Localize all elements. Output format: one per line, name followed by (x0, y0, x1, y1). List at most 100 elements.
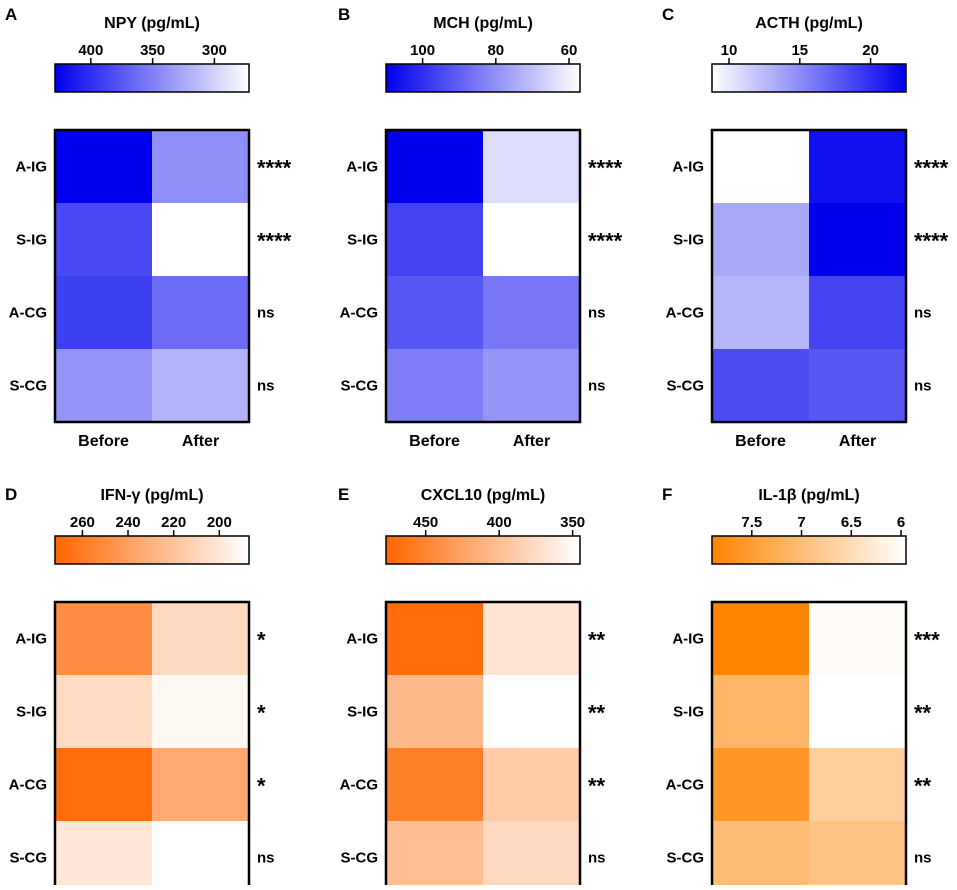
heatmap-cell (152, 602, 249, 675)
colorbar-tick-label: 7.5 (741, 514, 762, 531)
panel-b: B MCH (pg/mL) 100 80 60 A-IG S-IG A-CG S-CG Befor… (338, 5, 623, 450)
colorbar-tick-label: 200 (207, 514, 232, 531)
column-label: Before (78, 433, 129, 450)
row-label: S-CG (341, 378, 379, 395)
colorbar-title: CXCL10 (pg/mL) (421, 487, 545, 504)
heatmap-cell (483, 276, 580, 349)
row-label: A-IG (672, 631, 704, 648)
panel-c: C ACTH (pg/mL) 10 15 20 A-IG S-IG A-CG S-CG Befor… (662, 5, 949, 450)
heatmap-cell (55, 276, 152, 349)
row-label: S-CG (667, 850, 705, 867)
heatmap-cell (483, 675, 580, 748)
colorbar-tick-label: 450 (413, 514, 438, 531)
row-label: S-IG (347, 232, 378, 249)
significance-label: **** (588, 156, 623, 181)
heatmap-cell (483, 349, 580, 422)
row-label: A-IG (15, 159, 47, 176)
significance-label: ns (257, 305, 275, 322)
heatmap-cell (483, 821, 580, 890)
significance-label: **** (588, 229, 623, 254)
colorbar-tick-label: 260 (70, 514, 95, 531)
colorbar-title: NPY (pg/mL) (104, 15, 200, 32)
heatmap-cell (712, 276, 809, 349)
row-label: A-CG (666, 305, 704, 322)
significance-label: ** (588, 701, 606, 726)
row-label: A-CG (666, 777, 704, 794)
row-label: A-CG (340, 305, 378, 322)
heatmap-cell (152, 349, 249, 422)
colorbar (54, 535, 250, 565)
heatmap-cell (483, 748, 580, 821)
significance-label: **** (914, 229, 949, 254)
row-label: S-CG (667, 378, 705, 395)
row-label: A-CG (9, 305, 47, 322)
row-label: S-IG (347, 704, 378, 721)
significance-label: ns (588, 850, 606, 867)
heatmap-cell (712, 349, 809, 422)
heatmap-cell (386, 203, 483, 276)
colorbar-tick-label: 15 (791, 42, 808, 59)
row-label: S-IG (673, 704, 704, 721)
row-label: A-IG (346, 159, 378, 176)
heatmap-cell (386, 276, 483, 349)
heatmap-cell (152, 276, 249, 349)
colorbar-tick-label: 7 (797, 514, 805, 531)
significance-label: ns (914, 305, 932, 322)
heatmap-cell (809, 130, 906, 203)
colorbar-tick-label: 350 (140, 42, 165, 59)
significance-label: ns (914, 850, 932, 867)
row-label: S-CG (10, 378, 48, 395)
heatmap-cell (712, 675, 809, 748)
colorbar-tick-label: 6.5 (841, 514, 862, 531)
panel-letter: F (662, 485, 672, 504)
heatmap-frame (384, 128, 582, 424)
significance-label: ns (257, 378, 275, 395)
heatmap-cell (809, 349, 906, 422)
heatmap-cell (809, 203, 906, 276)
colorbar-tick-label: 20 (862, 42, 879, 59)
heatmap-cell (712, 130, 809, 203)
significance-label: ns (588, 378, 606, 395)
significance-label: **** (257, 156, 292, 181)
heatmap-frame (53, 600, 251, 890)
heatmap-cell (809, 276, 906, 349)
heatmap-cell (809, 675, 906, 748)
heatmap-cell (386, 602, 483, 675)
colorbar-tick-label: 350 (560, 514, 585, 531)
column-label: Before (409, 433, 460, 450)
significance-label: ** (914, 774, 932, 799)
row-label: A-IG (15, 631, 47, 648)
significance-label: *** (914, 628, 940, 653)
colorbar-tick-label: 220 (161, 514, 186, 531)
row-label: S-IG (16, 704, 47, 721)
significance-label: ns (257, 850, 275, 867)
colorbar-tick-label: 400 (78, 42, 103, 59)
significance-label: **** (257, 229, 292, 254)
heatmap-cell (712, 821, 809, 890)
colorbar (711, 63, 907, 93)
heatmap-cell (483, 602, 580, 675)
column-label: After (839, 433, 876, 450)
column-label: After (513, 433, 550, 450)
heatmap-cell (809, 748, 906, 821)
significance-label: ns (588, 305, 606, 322)
colorbar-tick-label: 400 (487, 514, 512, 531)
heatmap-cell (712, 203, 809, 276)
heatmap-cell (483, 130, 580, 203)
row-label: A-IG (346, 631, 378, 648)
row-label: S-CG (10, 850, 48, 867)
colorbar-title: ACTH (pg/mL) (755, 15, 863, 32)
heatmap-frame (53, 128, 251, 424)
colorbar-tick-label: 80 (487, 42, 504, 59)
heatmap-cell (386, 675, 483, 748)
colorbar (385, 535, 581, 565)
heatmap-cell (152, 748, 249, 821)
row-label: S-IG (673, 232, 704, 249)
row-label: A-IG (672, 159, 704, 176)
significance-label: ns (914, 378, 932, 395)
significance-label: ** (588, 628, 606, 653)
colorbar-tick-label: 240 (116, 514, 141, 531)
colorbar-tick-label: 6 (897, 514, 905, 531)
